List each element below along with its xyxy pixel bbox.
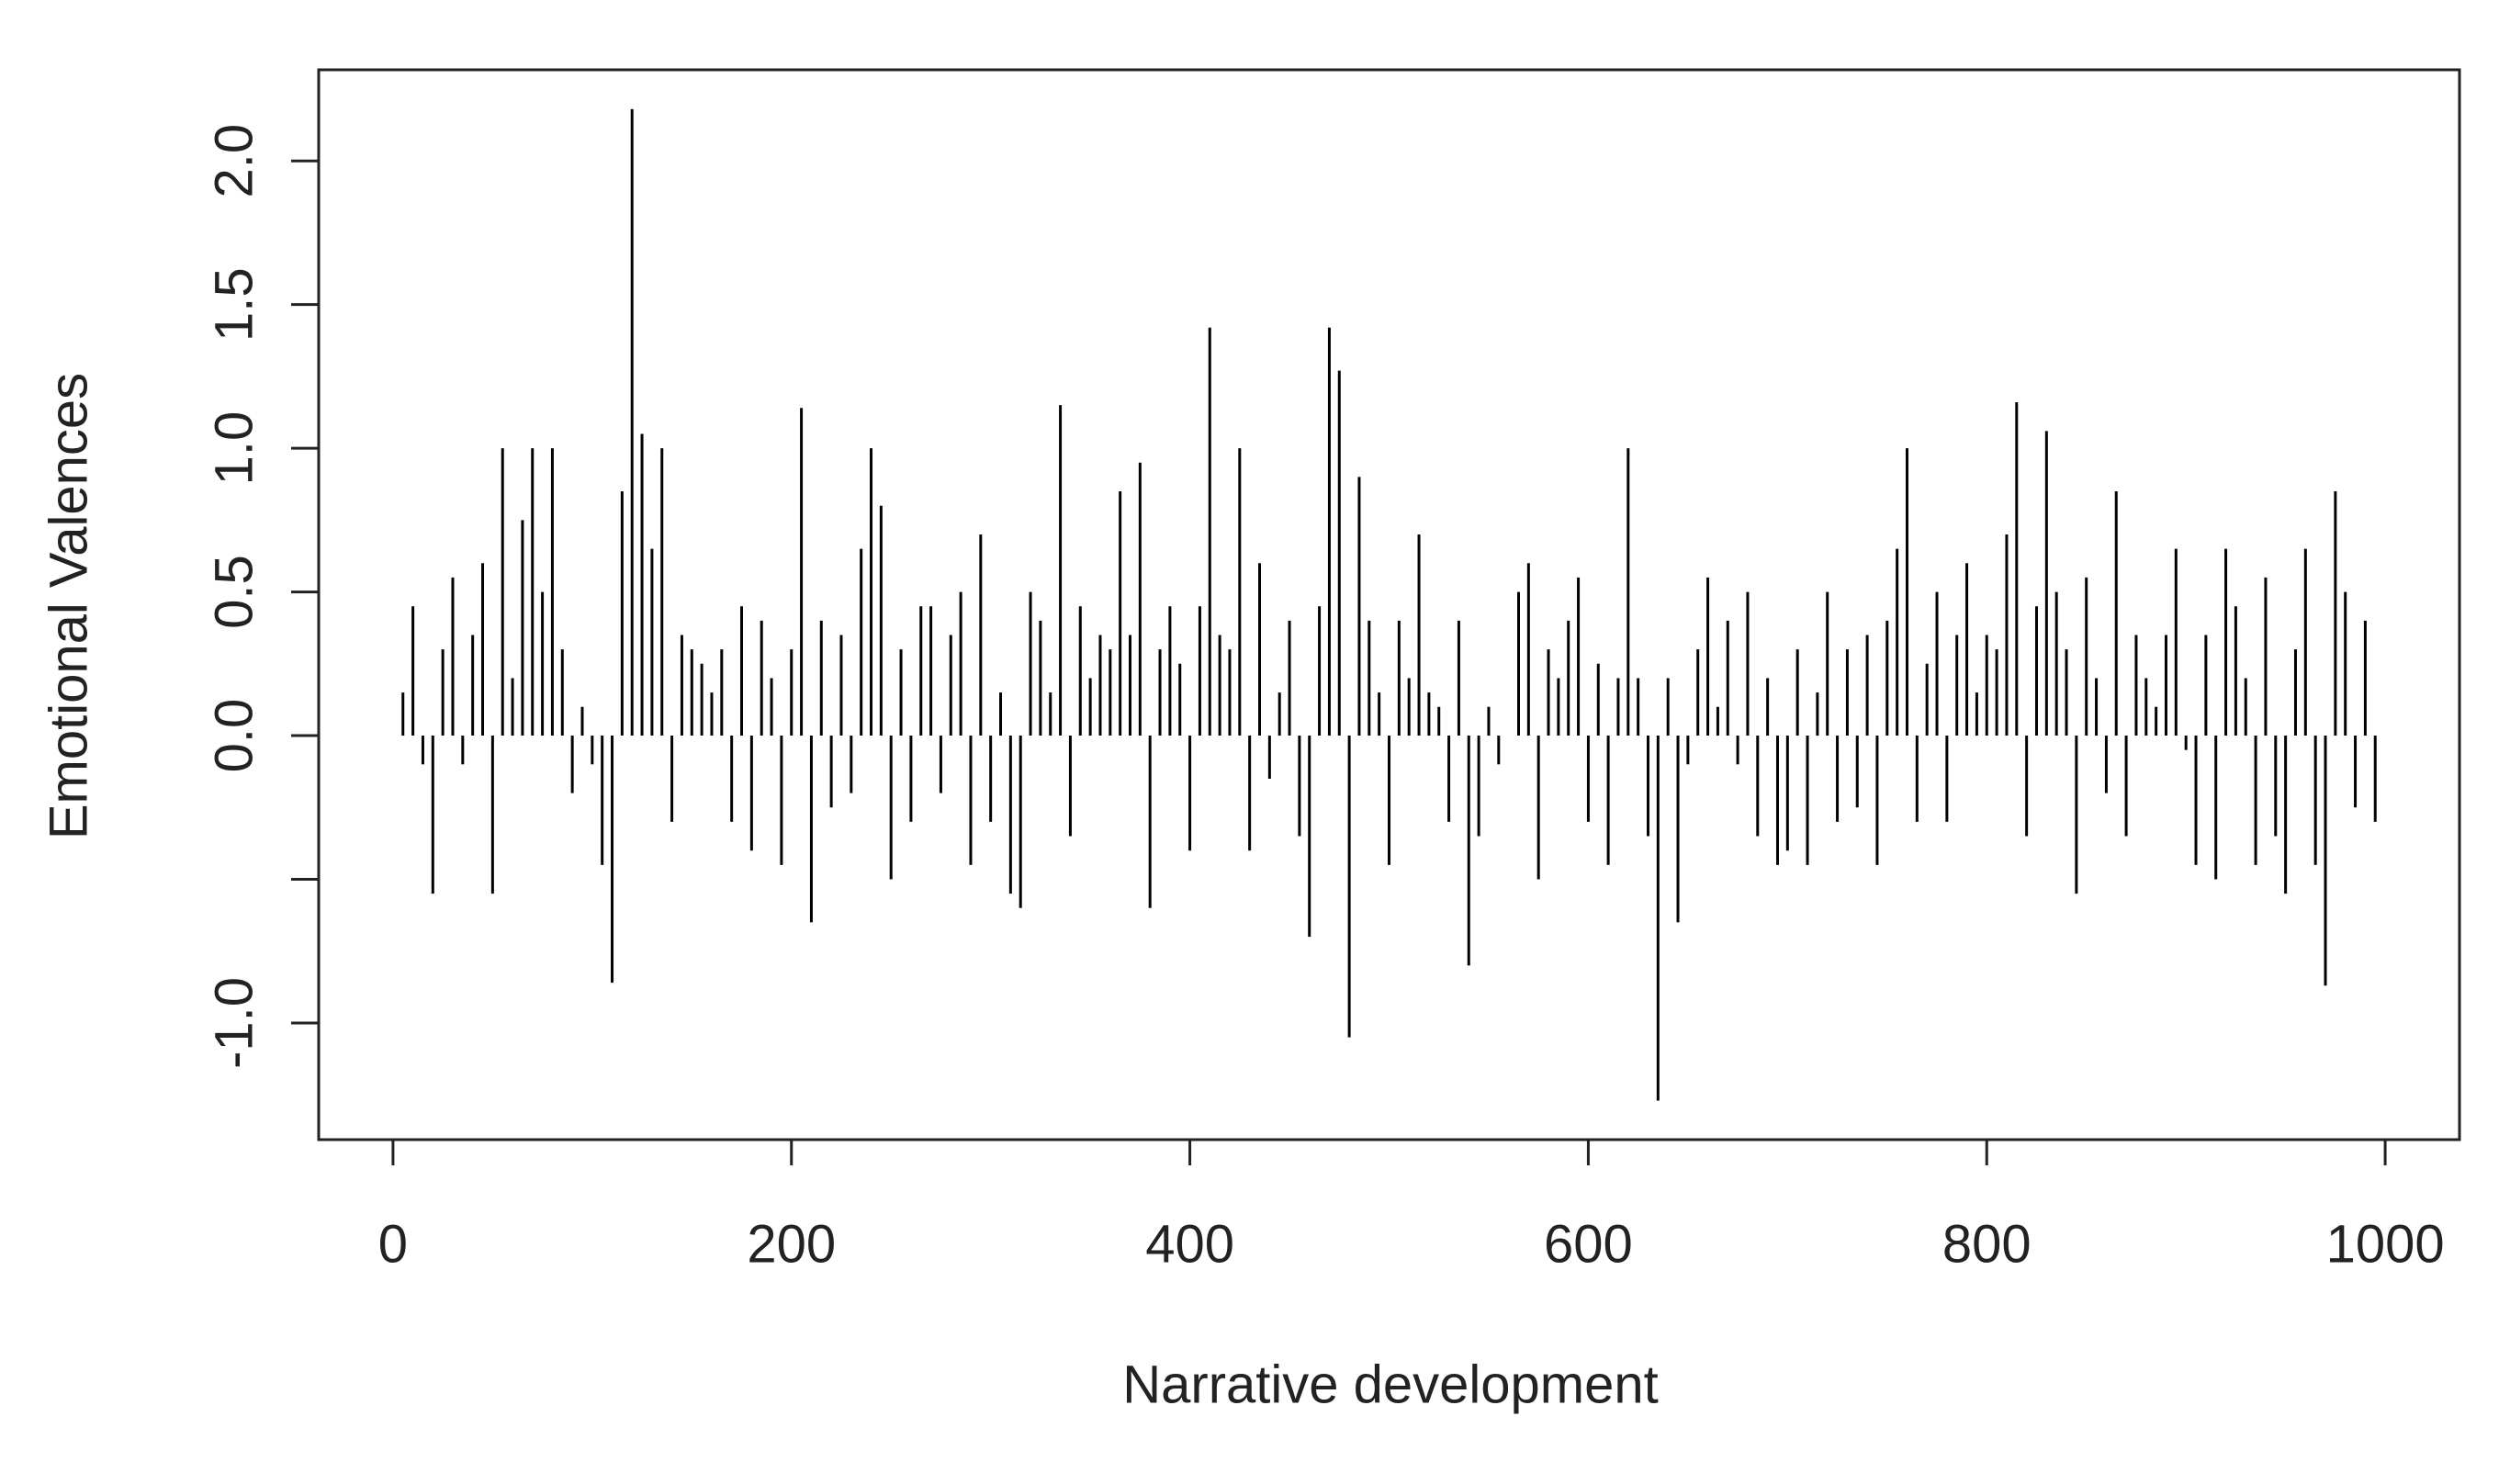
y-tick-label: 1.0 xyxy=(204,411,264,486)
y-tick-label: -1.0 xyxy=(204,977,264,1069)
y-tick-label: 1.5 xyxy=(204,267,264,342)
y-axis-title: Emotional Valences xyxy=(39,373,98,839)
x-tick-label: 200 xyxy=(747,1214,836,1274)
x-tick-label: 600 xyxy=(1544,1214,1633,1274)
y-tick-label: 0.0 xyxy=(204,699,264,773)
x-tick-label: 1000 xyxy=(2326,1214,2445,1274)
y-tick-label: 0.5 xyxy=(204,555,264,629)
x-tick-label: 0 xyxy=(378,1214,408,1274)
x-axis-title: Narrative development xyxy=(1122,1355,1659,1414)
x-tick-label: 400 xyxy=(1145,1214,1234,1274)
x-tick-label: 800 xyxy=(1942,1214,2032,1274)
plot-frame xyxy=(317,68,2461,1141)
y-tick-label: 2.0 xyxy=(204,124,264,198)
